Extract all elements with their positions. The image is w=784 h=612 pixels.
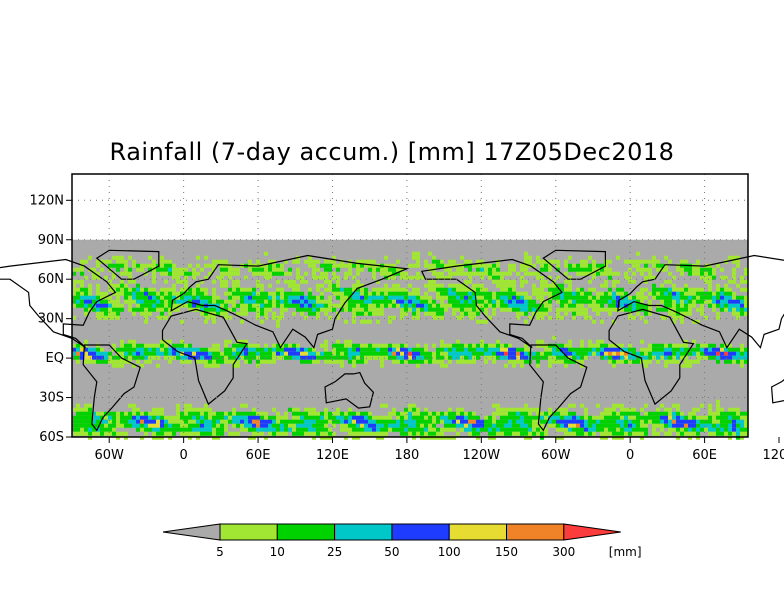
x-tick-label: 120E [762, 448, 784, 463]
colorbar-segment [334, 523, 393, 541]
map-axes: 120N 90N 60N 30N EQ 30S 60S 60W 0 60E 120E 180 120W 6… [29, 193, 784, 463]
colorbar-segment [448, 523, 508, 541]
colorbar-level-label: 100 [438, 545, 461, 559]
colorbar-level-label: 10 [270, 545, 285, 559]
y-tick-label: 60S [39, 430, 64, 445]
colorbar-segment [391, 523, 450, 541]
colorbar: 5 10 25 50 100 150 300 [mm] [162, 523, 642, 559]
x-tick-label: 60E [692, 448, 717, 463]
y-tick-label: EQ [46, 351, 64, 366]
y-tick-label: 90N [38, 233, 64, 248]
chart-title: Rainfall (7-day accum.) [mm] 17Z05Dec201… [109, 138, 675, 166]
colorbar-level-label: 5 [216, 545, 224, 559]
colorbar-level-label: 300 [552, 545, 575, 559]
x-tick-label: 60W [541, 448, 571, 463]
colorbar-level-label: 25 [327, 545, 342, 559]
colorbar-arrow-low [162, 523, 221, 541]
continent-outlines [0, 249, 784, 432]
y-tick-label: 30S [39, 391, 64, 406]
y-tick-label: 120N [29, 193, 64, 208]
x-tick-label: 60W [95, 448, 125, 463]
colorbar-units-label: [mm] [609, 545, 642, 559]
x-tick-label: 60E [246, 448, 271, 463]
colorbar-segment [219, 523, 278, 541]
colorbar-level-label: 150 [495, 545, 518, 559]
map-plot [0, 173, 784, 440]
colorbar-level-label: 50 [384, 545, 399, 559]
x-tick-label: 120E [316, 448, 349, 463]
x-tick-label: 120W [462, 448, 500, 463]
x-tick-label: 0 [179, 448, 187, 463]
y-tick-label: 30N [38, 312, 64, 327]
map-frame [71, 173, 749, 438]
rainfall-field [72, 251, 748, 440]
x-tick-label: 180 [394, 448, 419, 463]
x-tick-label: 0 [626, 448, 634, 463]
y-tick-label: 60N [38, 272, 64, 287]
colorbar-segment [506, 523, 565, 541]
colorbar-arrow-high [563, 523, 621, 541]
colorbar-segment [276, 523, 336, 541]
